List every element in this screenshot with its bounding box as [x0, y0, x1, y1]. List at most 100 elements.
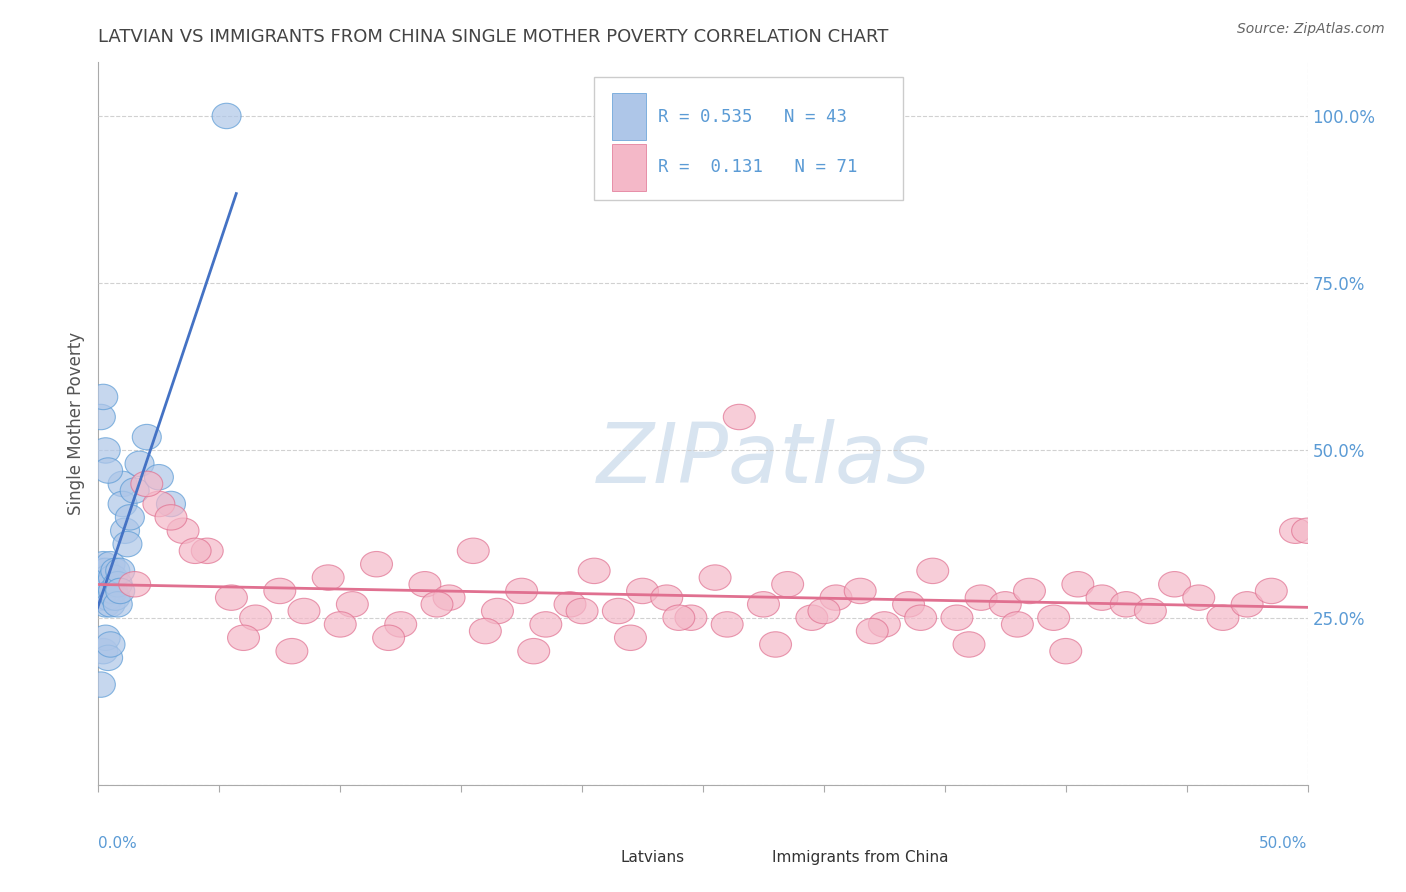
Ellipse shape: [917, 558, 949, 583]
Text: LATVIAN VS IMMIGRANTS FROM CHINA SINGLE MOTHER POVERTY CORRELATION CHART: LATVIAN VS IMMIGRANTS FROM CHINA SINGLE …: [98, 28, 889, 45]
Ellipse shape: [457, 538, 489, 564]
Ellipse shape: [143, 491, 174, 516]
Ellipse shape: [420, 591, 453, 617]
Ellipse shape: [1085, 585, 1118, 610]
Text: 50.0%: 50.0%: [1260, 836, 1308, 851]
Ellipse shape: [115, 505, 145, 530]
Ellipse shape: [94, 585, 122, 610]
Ellipse shape: [675, 605, 707, 631]
Ellipse shape: [91, 438, 120, 463]
Ellipse shape: [1014, 578, 1046, 604]
Ellipse shape: [481, 599, 513, 624]
Ellipse shape: [108, 491, 138, 516]
Ellipse shape: [86, 404, 115, 430]
Ellipse shape: [796, 605, 828, 631]
Ellipse shape: [1050, 639, 1081, 664]
Ellipse shape: [312, 565, 344, 591]
Ellipse shape: [101, 558, 129, 583]
Ellipse shape: [118, 572, 150, 597]
Ellipse shape: [1111, 591, 1142, 617]
Ellipse shape: [1135, 599, 1167, 624]
Ellipse shape: [433, 585, 465, 610]
Ellipse shape: [155, 505, 187, 530]
Ellipse shape: [276, 639, 308, 664]
Ellipse shape: [179, 538, 211, 564]
Ellipse shape: [627, 578, 658, 604]
Ellipse shape: [711, 612, 744, 637]
Ellipse shape: [89, 578, 118, 604]
Ellipse shape: [125, 451, 155, 476]
Ellipse shape: [91, 572, 120, 597]
Ellipse shape: [941, 605, 973, 631]
Ellipse shape: [156, 491, 186, 516]
Ellipse shape: [470, 618, 502, 644]
Ellipse shape: [1232, 591, 1263, 617]
Y-axis label: Single Mother Poverty: Single Mother Poverty: [66, 332, 84, 516]
Ellipse shape: [91, 591, 120, 617]
Ellipse shape: [325, 612, 356, 637]
FancyBboxPatch shape: [595, 77, 903, 200]
Ellipse shape: [662, 605, 695, 631]
Text: 0.0%: 0.0%: [98, 836, 138, 851]
Text: R = 0.535   N = 43: R = 0.535 N = 43: [658, 108, 848, 126]
Ellipse shape: [101, 585, 129, 610]
Ellipse shape: [94, 645, 122, 671]
Ellipse shape: [94, 458, 122, 483]
Ellipse shape: [86, 572, 115, 597]
Ellipse shape: [86, 672, 115, 698]
Ellipse shape: [336, 591, 368, 617]
Ellipse shape: [86, 585, 115, 610]
Ellipse shape: [120, 478, 149, 503]
Bar: [613, 93, 647, 140]
Ellipse shape: [651, 585, 683, 610]
Ellipse shape: [96, 591, 125, 617]
Ellipse shape: [96, 632, 125, 657]
Ellipse shape: [1001, 612, 1033, 637]
Ellipse shape: [1159, 572, 1191, 597]
Ellipse shape: [567, 599, 598, 624]
Ellipse shape: [385, 612, 416, 637]
Ellipse shape: [869, 612, 900, 637]
Ellipse shape: [105, 558, 135, 583]
Ellipse shape: [96, 551, 125, 577]
Text: Source: ZipAtlas.com: Source: ZipAtlas.com: [1237, 22, 1385, 37]
Ellipse shape: [96, 572, 125, 597]
Ellipse shape: [105, 578, 135, 604]
Ellipse shape: [990, 591, 1021, 617]
Ellipse shape: [89, 551, 118, 577]
Ellipse shape: [103, 591, 132, 617]
Ellipse shape: [288, 599, 321, 624]
Ellipse shape: [1062, 572, 1094, 597]
Bar: [613, 144, 647, 191]
Ellipse shape: [89, 639, 118, 664]
Ellipse shape: [94, 578, 122, 604]
Text: Latvians: Latvians: [621, 850, 685, 864]
Ellipse shape: [94, 565, 122, 591]
Ellipse shape: [602, 599, 634, 624]
Ellipse shape: [112, 532, 142, 557]
Text: Immigrants from China: Immigrants from China: [772, 850, 949, 864]
Bar: [734, 845, 759, 870]
Ellipse shape: [506, 578, 537, 604]
Ellipse shape: [86, 558, 115, 583]
Ellipse shape: [215, 585, 247, 610]
Ellipse shape: [167, 518, 200, 543]
Ellipse shape: [965, 585, 997, 610]
Ellipse shape: [953, 632, 986, 657]
Ellipse shape: [1256, 578, 1288, 604]
Ellipse shape: [91, 625, 120, 650]
Ellipse shape: [1279, 518, 1312, 543]
Ellipse shape: [264, 578, 295, 604]
Ellipse shape: [554, 591, 586, 617]
Ellipse shape: [893, 591, 925, 617]
Ellipse shape: [98, 578, 128, 604]
Text: ZIPatlas: ZIPatlas: [596, 419, 931, 500]
Ellipse shape: [759, 632, 792, 657]
Ellipse shape: [191, 538, 224, 564]
Ellipse shape: [131, 471, 163, 497]
Ellipse shape: [409, 572, 441, 597]
Ellipse shape: [856, 618, 889, 644]
Ellipse shape: [748, 591, 779, 617]
Ellipse shape: [517, 639, 550, 664]
Ellipse shape: [699, 565, 731, 591]
